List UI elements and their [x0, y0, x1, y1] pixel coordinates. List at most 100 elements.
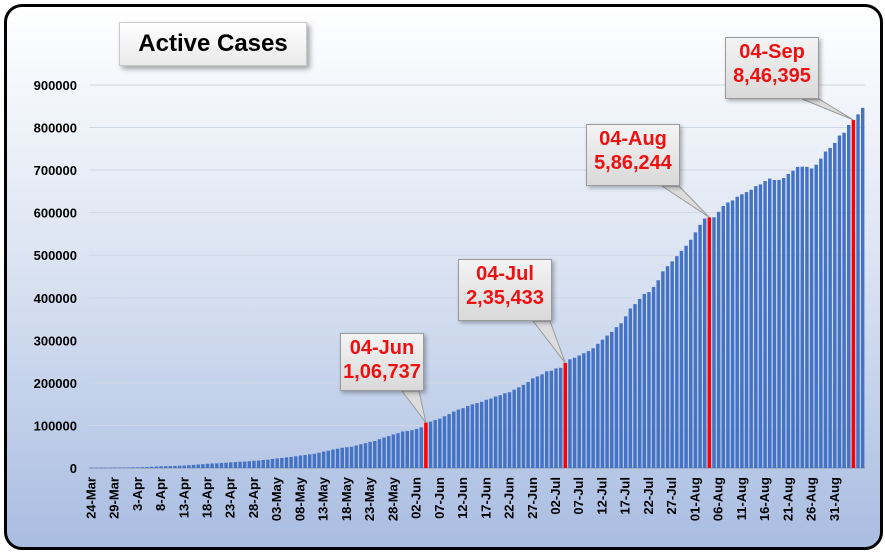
callout-sep-value: 8,46,395 — [733, 65, 811, 87]
y-tick-label: 900000 — [34, 78, 77, 93]
bar — [586, 351, 591, 468]
bar — [359, 444, 363, 468]
bar — [540, 374, 544, 468]
bar — [196, 464, 200, 468]
callout-leader — [400, 390, 427, 423]
bar — [837, 135, 842, 469]
bar — [247, 461, 252, 468]
bar — [345, 447, 349, 468]
bar — [768, 178, 772, 469]
bar — [331, 449, 335, 468]
bar — [828, 147, 832, 468]
bar — [809, 168, 814, 468]
bar — [642, 293, 647, 468]
chart-area: 0 100000 200000 300000 400000 500000 600000 700… — [34, 78, 865, 521]
bar — [447, 414, 451, 468]
bar — [628, 308, 633, 468]
bar — [266, 459, 270, 468]
bar — [544, 371, 549, 468]
bar — [312, 453, 317, 468]
bar — [647, 292, 651, 468]
bar — [675, 256, 679, 468]
highlighted-bar — [851, 119, 856, 468]
y-tick-label: 500000 — [34, 248, 77, 263]
bar — [103, 467, 107, 469]
x-tick-label: 13-May — [316, 476, 331, 521]
bar — [363, 443, 368, 468]
bar — [428, 421, 433, 468]
bar — [340, 447, 344, 468]
x-tick-label: 21-Aug — [780, 477, 795, 521]
bar — [452, 411, 456, 468]
bar — [98, 467, 103, 469]
x-tick-label: 18-May — [339, 476, 354, 521]
bar — [326, 450, 331, 468]
bar — [215, 463, 219, 468]
bar — [740, 194, 744, 469]
x-tick-label: 02-Jun — [409, 477, 424, 519]
chart-title: Active Cases — [119, 22, 307, 66]
callout-leader — [531, 320, 566, 364]
bar — [187, 465, 191, 468]
bar — [716, 211, 721, 469]
x-tick-label: 28-Apr — [246, 477, 261, 518]
bar — [433, 420, 437, 468]
bar — [219, 463, 224, 468]
callout-jul-value: 2,35,433 — [466, 287, 544, 309]
bar — [531, 378, 535, 468]
bar — [600, 339, 605, 468]
x-tick-label: 8-Apr — [153, 477, 168, 511]
bar — [777, 179, 781, 468]
bar — [205, 463, 210, 468]
bar — [684, 245, 688, 468]
bar — [94, 467, 98, 469]
x-tick-label: 27-Jun — [525, 477, 540, 519]
x-tick-label: 12-Jul — [594, 477, 609, 515]
bar — [256, 460, 261, 468]
bar — [619, 323, 623, 468]
bar — [368, 441, 372, 468]
bar — [610, 331, 614, 468]
y-tick-label: 200000 — [34, 376, 77, 391]
bar — [224, 462, 228, 468]
bar — [661, 271, 665, 468]
bar — [163, 466, 168, 468]
y-tick-label: 100000 — [34, 418, 77, 433]
y-tick-label: 300000 — [34, 333, 77, 348]
bar — [749, 189, 753, 468]
highlighted-bar — [563, 362, 568, 468]
bar — [860, 107, 865, 469]
bar — [535, 376, 540, 468]
bar — [670, 261, 674, 468]
bar — [498, 395, 502, 468]
bar — [744, 192, 749, 468]
x-tick-label: 27-Jul — [664, 477, 679, 515]
bar — [140, 467, 145, 468]
bar — [763, 181, 767, 468]
bar — [377, 439, 382, 468]
bar — [665, 266, 670, 468]
bar — [298, 455, 303, 468]
bar — [150, 466, 154, 468]
callout-aug-date: 04-Aug — [599, 128, 667, 150]
bar — [568, 359, 572, 468]
bar — [633, 304, 637, 468]
bar — [112, 467, 117, 469]
bar — [405, 430, 410, 468]
x-axis-ticks: 24-Mar 29-Mar 3-Apr 8-Apr 13-Apr 18-Apr 23-Apr… — [83, 476, 841, 521]
bar — [726, 202, 730, 468]
bar — [698, 224, 702, 468]
x-tick-label: 07-Jun — [432, 477, 447, 519]
bar — [479, 401, 484, 468]
x-tick-label: 13-Apr — [176, 477, 191, 518]
x-tick-label: 03-May — [269, 476, 284, 521]
bar — [465, 405, 470, 468]
y-axis-ticks: 0 100000 200000 300000 400000 500000 600000 700… — [34, 78, 77, 476]
bar — [800, 166, 804, 468]
bar — [154, 466, 159, 468]
bar — [159, 466, 163, 468]
x-tick-label: 26-Aug — [804, 477, 819, 521]
bar — [833, 142, 837, 468]
bar — [819, 158, 823, 468]
x-tick-label: 28-May — [385, 476, 400, 521]
